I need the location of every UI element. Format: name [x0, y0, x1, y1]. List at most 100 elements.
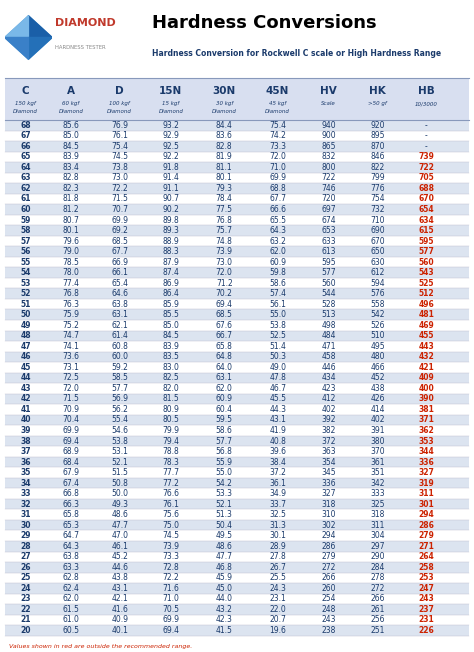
Bar [5, 478, 469, 488]
Text: 59.2: 59.2 [111, 363, 128, 372]
Text: 60 kgf: 60 kgf [62, 101, 80, 106]
Text: 40.8: 40.8 [269, 437, 286, 445]
Text: 58.6: 58.6 [269, 278, 286, 288]
Text: 344: 344 [419, 447, 434, 456]
Text: 67.7: 67.7 [269, 194, 286, 203]
Text: 650: 650 [370, 247, 385, 256]
Text: 526: 526 [370, 321, 385, 330]
Text: 426: 426 [370, 394, 385, 404]
Text: 846: 846 [370, 153, 385, 162]
Bar [5, 531, 469, 541]
Text: >50 gf: >50 gf [368, 101, 387, 106]
Text: 69.9: 69.9 [63, 426, 80, 435]
Bar [5, 130, 469, 141]
Text: 443: 443 [419, 342, 434, 351]
Text: 70.9: 70.9 [63, 405, 80, 414]
Text: -: - [425, 142, 428, 151]
Text: 80.1: 80.1 [63, 226, 79, 235]
Text: 73.8: 73.8 [111, 163, 128, 172]
Text: 53.8: 53.8 [111, 437, 128, 445]
Text: 900: 900 [321, 131, 336, 140]
Bar [5, 194, 469, 204]
Text: 345: 345 [321, 468, 336, 477]
Text: 42.3: 42.3 [216, 615, 233, 625]
Bar [5, 499, 469, 509]
Text: 318: 318 [321, 499, 336, 509]
Text: 69.4: 69.4 [63, 437, 80, 445]
Text: 41: 41 [20, 405, 31, 414]
Text: 66.6: 66.6 [269, 205, 286, 214]
Text: 294: 294 [321, 531, 336, 541]
Text: 74.5: 74.5 [111, 153, 128, 162]
Text: Scale: Scale [321, 101, 336, 106]
Text: 72.0: 72.0 [216, 268, 233, 277]
Text: 354: 354 [321, 458, 336, 467]
Text: 294: 294 [419, 510, 434, 519]
Text: 67.7: 67.7 [111, 247, 128, 256]
Text: 432: 432 [419, 352, 434, 361]
Polygon shape [5, 16, 52, 59]
Text: 71.0: 71.0 [269, 163, 286, 172]
Text: 47.0: 47.0 [111, 531, 128, 541]
Text: 76.3: 76.3 [63, 300, 80, 308]
Bar [5, 331, 469, 341]
Text: 697: 697 [321, 205, 336, 214]
Text: 54.2: 54.2 [216, 479, 233, 488]
Text: 434: 434 [321, 374, 336, 382]
Text: 55.4: 55.4 [111, 415, 128, 424]
Text: 370: 370 [370, 447, 385, 456]
Text: 63.2: 63.2 [269, 237, 286, 246]
Text: 58.5: 58.5 [111, 374, 128, 382]
Text: Values shown in red are outside the recommended range.: Values shown in red are outside the reco… [9, 644, 193, 649]
Text: 50.3: 50.3 [269, 352, 286, 361]
Text: 81.5: 81.5 [163, 394, 179, 404]
Text: 33.7: 33.7 [269, 499, 286, 509]
Text: 381: 381 [419, 405, 434, 414]
Text: 832: 832 [321, 153, 336, 162]
Text: 82.8: 82.8 [216, 142, 233, 151]
Text: 720: 720 [321, 194, 336, 203]
Text: 870: 870 [370, 142, 385, 151]
Text: 50.0: 50.0 [111, 489, 128, 498]
Text: 865: 865 [321, 142, 336, 151]
Text: 63.1: 63.1 [111, 310, 128, 319]
Text: 75.4: 75.4 [111, 142, 128, 151]
Text: HARDNESS TESTER: HARDNESS TESTER [55, 45, 105, 50]
Text: 83.6: 83.6 [216, 131, 233, 140]
Polygon shape [5, 16, 28, 37]
Text: 746: 746 [321, 184, 336, 193]
Text: 362: 362 [419, 426, 434, 435]
Text: 238: 238 [321, 626, 336, 635]
Text: 100 kgf: 100 kgf [109, 101, 130, 106]
Text: 41.6: 41.6 [111, 605, 128, 614]
Text: 400: 400 [419, 384, 434, 393]
Text: 69.9: 69.9 [111, 216, 128, 224]
Text: 30 kgf: 30 kgf [216, 101, 233, 106]
Text: 32: 32 [20, 499, 31, 509]
Text: 392: 392 [321, 415, 336, 424]
Text: 15N: 15N [159, 86, 182, 96]
Text: 26.7: 26.7 [269, 563, 286, 572]
Text: 60.9: 60.9 [269, 258, 286, 267]
Text: 576: 576 [370, 289, 385, 298]
Text: 60.5: 60.5 [63, 626, 80, 635]
Text: 60.4: 60.4 [216, 405, 233, 414]
Text: 74.8: 74.8 [216, 237, 233, 246]
Text: 15 kgf: 15 kgf [162, 101, 180, 106]
Bar [5, 215, 469, 226]
Text: 92.9: 92.9 [163, 131, 179, 140]
Text: 45N: 45N [266, 86, 289, 96]
Bar [5, 162, 469, 173]
Text: 653: 653 [321, 226, 336, 235]
Text: 76.1: 76.1 [163, 499, 179, 509]
Text: 895: 895 [370, 131, 385, 140]
Text: 75.9: 75.9 [63, 310, 80, 319]
Text: 73.9: 73.9 [162, 542, 179, 551]
Text: 290: 290 [370, 552, 385, 561]
Bar [5, 362, 469, 372]
Bar [5, 625, 469, 636]
Text: 37.2: 37.2 [269, 468, 286, 477]
Text: 633: 633 [321, 237, 336, 246]
Text: 72.8: 72.8 [163, 563, 179, 572]
Text: 150 kgf: 150 kgf [15, 101, 36, 106]
